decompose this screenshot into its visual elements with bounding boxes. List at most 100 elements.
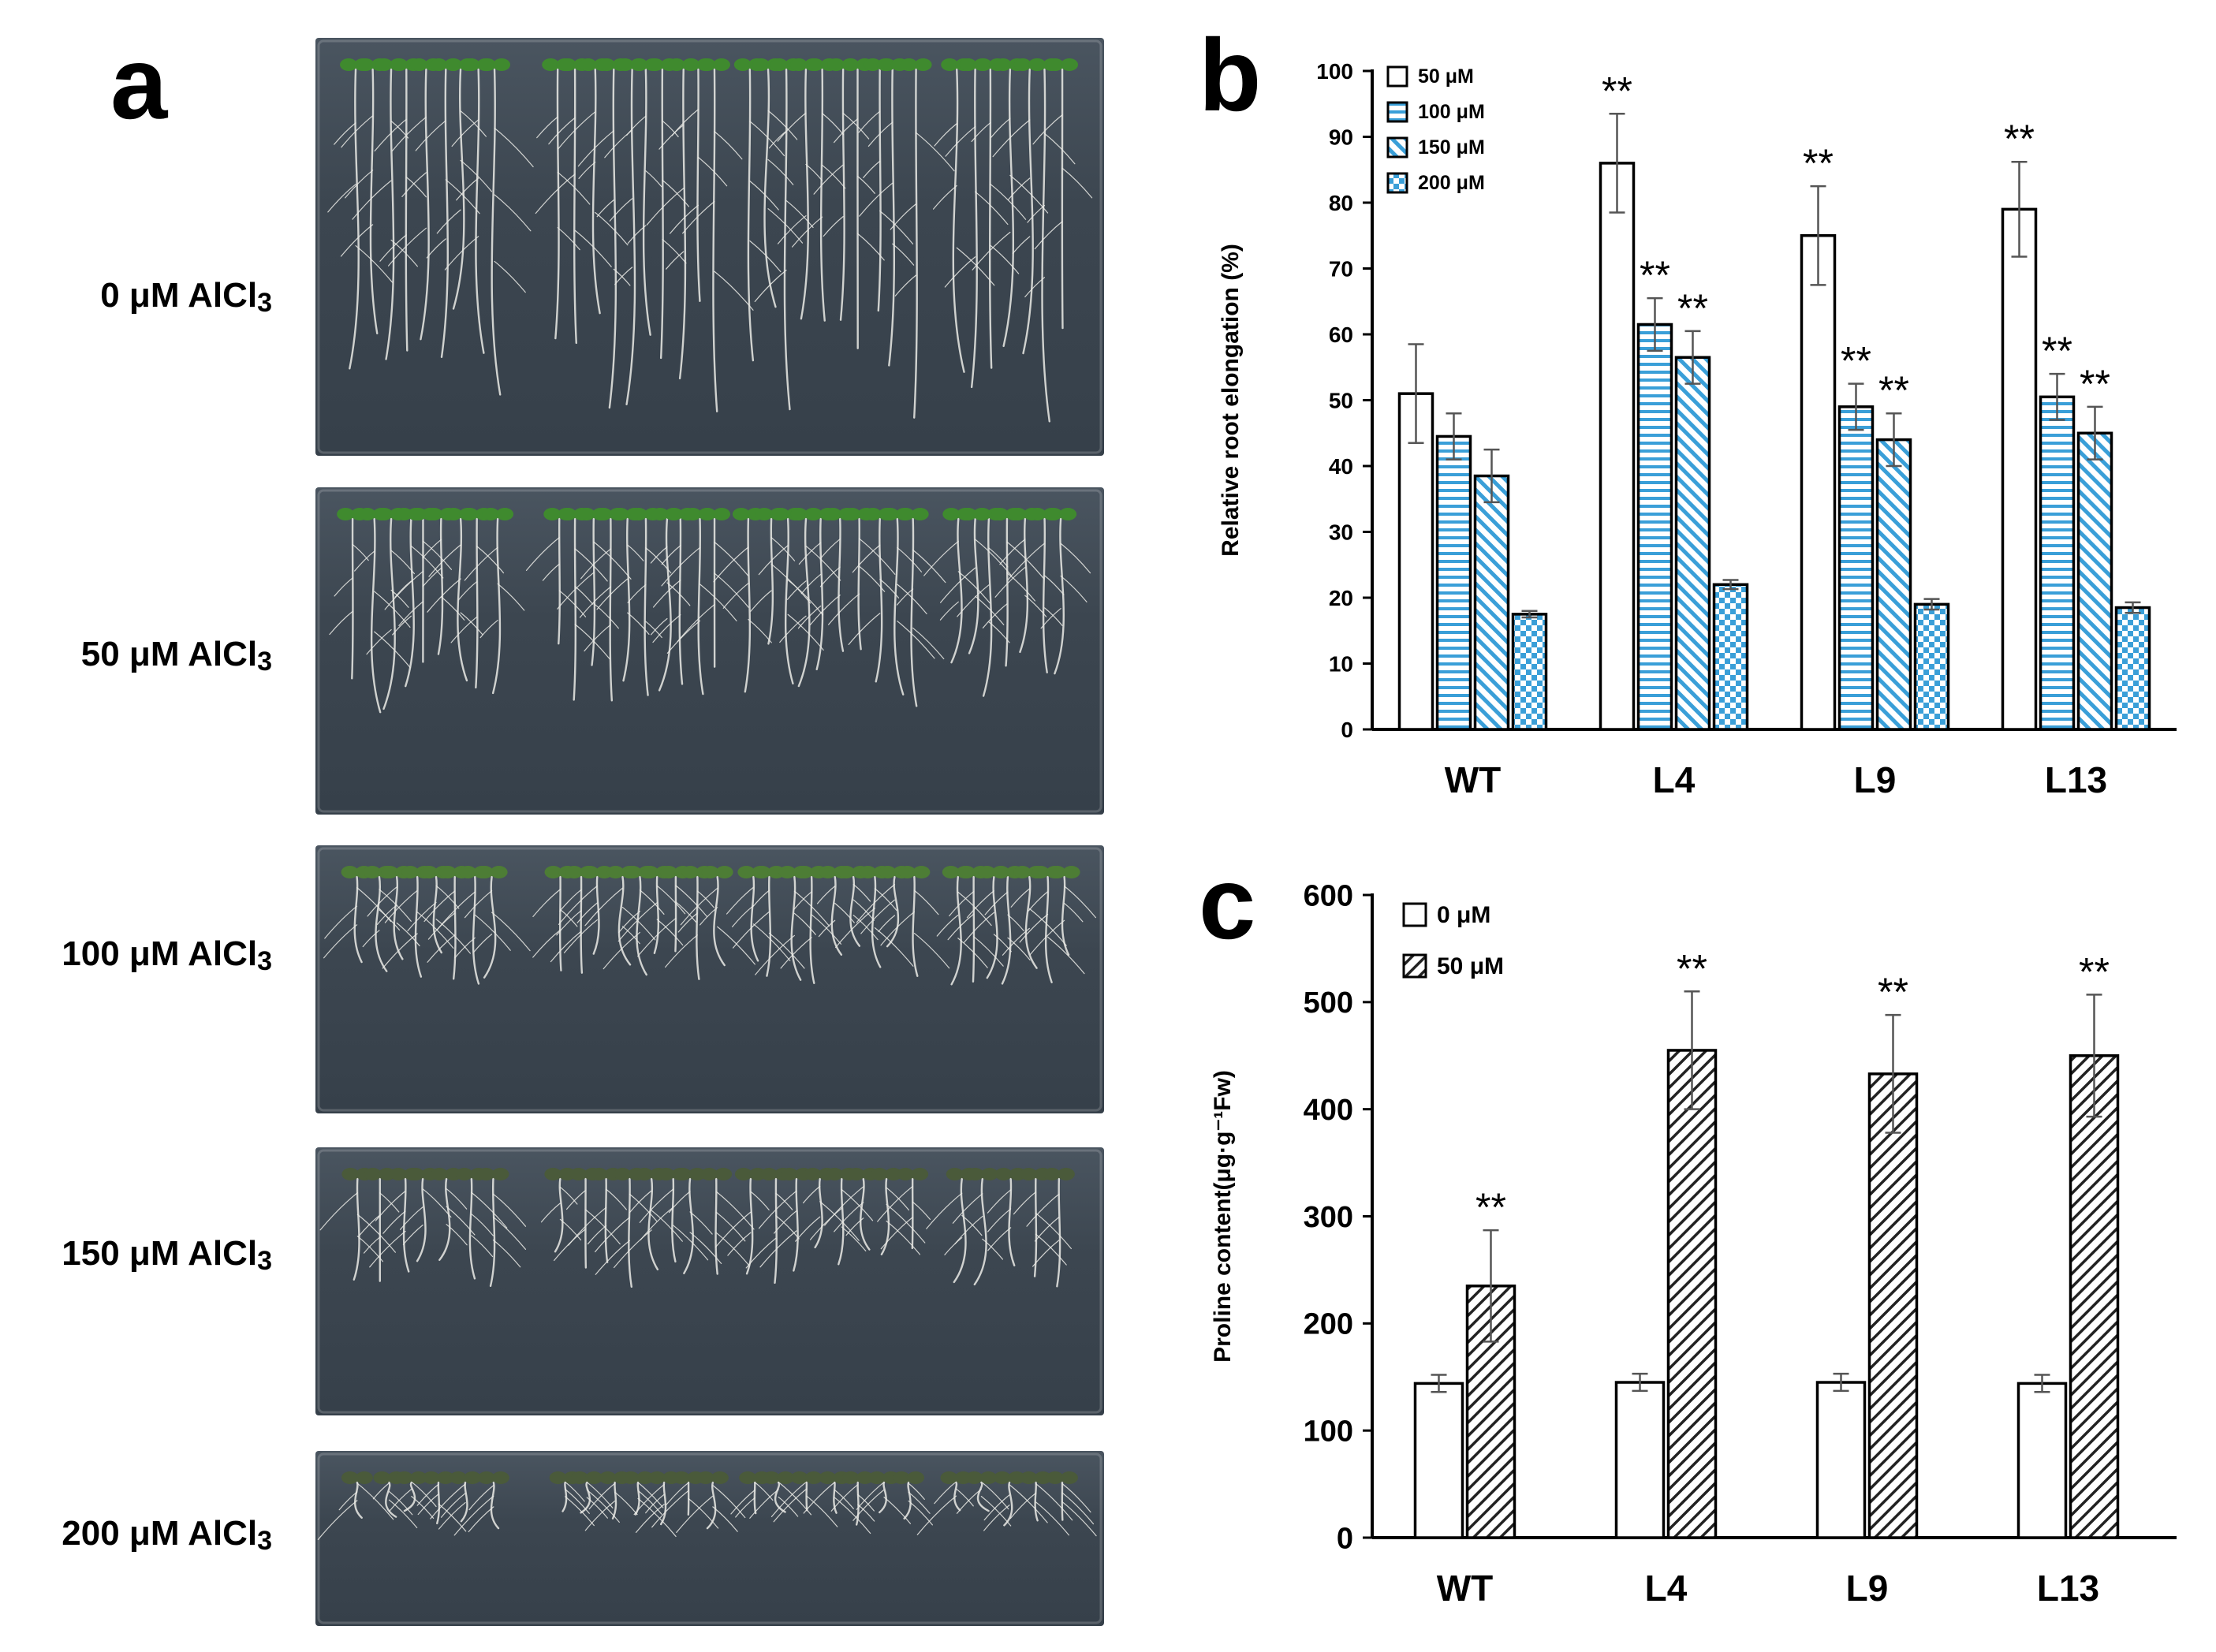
treatment-label-text: 100 μM AlCl: [62, 934, 258, 973]
significance-mark: **: [1475, 1185, 1506, 1229]
bar: [1875, 438, 1912, 731]
bar: [1815, 1381, 1867, 1539]
legend-label: 150 μM: [1418, 136, 1485, 158]
legend-label: 0 μM: [1437, 902, 1490, 928]
treatment-label: 0 μM AlCl3: [100, 276, 272, 319]
seedling-plate-photo: [315, 487, 1104, 815]
treatment-label-text: 200 μM AlCl: [62, 1514, 258, 1553]
y-tick-label: 200: [1304, 1308, 1353, 1341]
y-tick-label: 400: [1304, 1094, 1353, 1127]
y-tick-label: 0: [1341, 718, 1353, 742]
significance-mark: **: [2080, 362, 2110, 406]
bar: [1674, 356, 1711, 731]
legend-swatch: [1386, 101, 1408, 123]
y-tick-label: 10: [1329, 651, 1353, 676]
y-tick-label: 90: [1329, 125, 1353, 149]
significance-mark: **: [1602, 69, 1632, 113]
y-tick-label: 40: [1329, 454, 1353, 479]
bar: [2001, 207, 2038, 731]
y-tick-label: 0: [1337, 1522, 1353, 1555]
legend-swatch: [1386, 172, 1408, 194]
bar: [2076, 431, 2113, 731]
x-category-label: L4: [1645, 1568, 1688, 1609]
panel-letter: c: [1199, 852, 1255, 960]
y-tick-label: 100: [1316, 59, 1353, 84]
x-category-label: L9: [1846, 1568, 1889, 1609]
significance-mark: **: [1841, 339, 1871, 383]
treatment-label: 150 μM AlCl3: [62, 1234, 272, 1277]
significance-mark: **: [2079, 949, 2110, 994]
significance-mark: **: [1677, 946, 1707, 990]
chart-c-proline-content: 0 100 200 300 400 500 600 Proline content(μg·g⁻…: [1199, 852, 2177, 1609]
bar: [1666, 1049, 1718, 1539]
treatment-label-text: 50 μM AlCl: [80, 635, 258, 673]
treatment-label: 200 μM AlCl3: [62, 1514, 272, 1557]
y-tick-label: 500: [1304, 986, 1353, 1020]
y-tick-label: 100: [1304, 1415, 1353, 1448]
legend-swatch: [1386, 65, 1408, 88]
bar: [1712, 583, 1749, 731]
y-tick-label: 300: [1304, 1201, 1353, 1234]
seedling-plate-photo: [315, 1451, 1104, 1626]
bar: [1614, 1381, 1666, 1539]
seedling-plate-photo: [315, 845, 1104, 1113]
significance-mark: **: [2004, 117, 2035, 161]
y-axis-label: Relative root elongation (%): [1218, 244, 1244, 557]
treatment-label-text: 150 μM AlCl: [62, 1234, 258, 1273]
y-tick-label: 600: [1304, 879, 1353, 912]
x-category-label: WT: [1445, 759, 1502, 800]
bar: [1473, 474, 1510, 731]
y-tick-label: 70: [1329, 256, 1353, 281]
treatment-label-subscript: 3: [257, 288, 272, 318]
treatment-label-subscript: 3: [257, 946, 272, 976]
legend-label: 200 μM: [1418, 172, 1485, 194]
treatment-label-subscript: 3: [257, 647, 272, 677]
x-category-label: L13: [2045, 759, 2107, 800]
bar: [1435, 434, 1472, 731]
legend-label: 50 μM: [1437, 953, 1504, 979]
treatment-label-text: 0 μM AlCl: [100, 276, 258, 315]
y-tick-label: 80: [1329, 191, 1353, 215]
legend-swatch: [1386, 136, 1408, 158]
bar: [1413, 1382, 1464, 1539]
treatment-label: 100 μM AlCl3: [62, 934, 272, 977]
bar: [1636, 323, 1673, 731]
treatment-label: 50 μM AlCl3: [81, 635, 272, 677]
significance-mark: **: [1878, 368, 1909, 412]
significance-mark: **: [1677, 286, 1708, 330]
treatment-label-subscript: 3: [257, 1526, 272, 1556]
y-axis-label: Proline content(μg·g⁻¹Fw): [1210, 1070, 1236, 1363]
x-category-label: L9: [1854, 759, 1897, 800]
bar: [1599, 162, 1636, 731]
bar: [1397, 392, 1434, 731]
seedling-plate-photo: [315, 1147, 1104, 1415]
bar: [1867, 1072, 1919, 1539]
legend-label: 100 μM: [1418, 101, 1485, 123]
bar: [1913, 602, 1950, 731]
legend-swatch: [1402, 953, 1427, 979]
bar: [1837, 405, 1875, 731]
chart-b-root-elongation: 0 10 20 30 40 50 60 70 80 90 100 Relative root elon…: [1199, 24, 2177, 800]
bar: [1800, 234, 1837, 731]
seedling-plate-photo: [315, 38, 1104, 456]
legend-swatch: [1402, 902, 1427, 927]
significance-mark: **: [1803, 141, 1834, 185]
significance-mark: **: [2042, 329, 2072, 373]
significance-mark: **: [1640, 253, 1670, 297]
bar: [1511, 613, 1548, 731]
y-tick-label: 30: [1329, 520, 1353, 544]
bar: [2039, 395, 2076, 731]
bar: [2069, 1054, 2120, 1539]
y-tick-label: 50: [1329, 388, 1353, 412]
x-category-label: L4: [1653, 759, 1696, 800]
y-tick-label: 20: [1329, 586, 1353, 610]
significance-mark: **: [1878, 970, 1908, 1014]
bar: [2114, 606, 2151, 731]
bar: [2016, 1382, 2068, 1539]
x-category-label: WT: [1437, 1568, 1494, 1609]
y-tick-label: 60: [1329, 323, 1353, 347]
treatment-label-subscript: 3: [257, 1246, 272, 1276]
x-category-label: L13: [2037, 1568, 2099, 1609]
panel-a-letter: a: [110, 25, 168, 140]
legend-label: 50 μM: [1418, 65, 1474, 88]
